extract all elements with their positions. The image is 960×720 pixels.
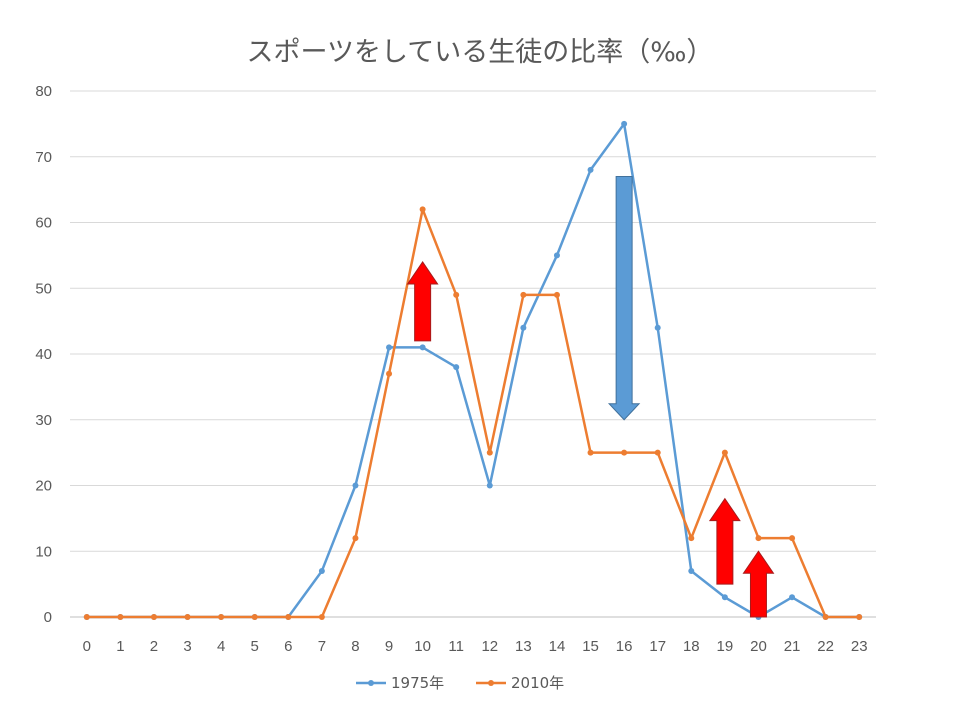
series-2 (83, 206, 863, 620)
data-point (789, 594, 796, 601)
data-point (688, 535, 695, 542)
legend-marker (368, 680, 374, 686)
x-tick-label: 8 (351, 638, 359, 655)
data-point (83, 614, 90, 620)
data-point (621, 120, 628, 127)
x-tick-label: 23 (851, 638, 868, 655)
y-tick-label: 40 (35, 346, 52, 363)
data-point (520, 291, 527, 298)
data-point (285, 614, 292, 620)
data-point (386, 344, 393, 351)
data-point (721, 449, 728, 456)
legend-marker (488, 680, 494, 686)
data-point (486, 482, 493, 489)
data-point (553, 252, 560, 259)
data-point (251, 614, 258, 620)
y-tick-label: 50 (35, 280, 52, 297)
data-point (654, 324, 661, 331)
x-tick-label: 14 (549, 638, 566, 655)
data-point (553, 291, 560, 298)
data-point (520, 324, 527, 331)
annotation-arrows (406, 175, 775, 618)
y-axis-ticks: 0 10 20 30 40 50 60 70 80 (35, 83, 52, 626)
data-point (654, 449, 661, 456)
x-tick-label: 10 (414, 638, 431, 655)
data-point (587, 449, 594, 456)
data-point (721, 594, 728, 601)
y-tick-label: 60 (35, 215, 52, 232)
up-arrow-icon (742, 550, 775, 618)
up-arrow-icon (406, 261, 439, 342)
legend-item: 2010年 (476, 674, 564, 692)
data-point (486, 449, 493, 456)
x-tick-label: 3 (183, 638, 191, 655)
data-point (386, 370, 393, 377)
x-tick-label: 11 (448, 638, 464, 655)
x-tick-label: 16 (616, 638, 633, 655)
x-tick-label: 22 (817, 638, 834, 655)
y-tick-label: 70 (35, 149, 52, 166)
chart-title: スポーツをしている生徒の比率（‰） (246, 37, 714, 68)
y-tick-label: 0 (44, 609, 52, 626)
y-tick-label: 80 (35, 83, 52, 100)
x-tick-label: 0 (83, 638, 91, 655)
legend: 1975年 2010年 (356, 674, 564, 692)
series-line (86, 208, 860, 619)
x-axis-ticks: 0 1 2 3 4 5 6 7 8 9 10 11 12 13 14 15 16 17 18 19 20 21 22 23 (83, 638, 868, 655)
data-point (587, 166, 594, 173)
data-point (688, 567, 695, 574)
data-point (453, 291, 460, 298)
data-point (419, 344, 426, 351)
data-point (822, 614, 829, 620)
legend-item: 1975年 (356, 674, 444, 692)
x-tick-label: 9 (385, 638, 393, 655)
x-tick-label: 12 (481, 638, 498, 655)
x-tick-label: 18 (683, 638, 700, 655)
legend-label: 2010年 (511, 674, 564, 692)
series-lines (83, 120, 863, 620)
x-tick-label: 4 (217, 638, 225, 655)
x-tick-label: 15 (582, 638, 599, 655)
data-point (755, 535, 762, 542)
data-point (856, 614, 863, 620)
x-tick-label: 6 (284, 638, 292, 655)
data-point (419, 206, 426, 213)
data-point (117, 614, 124, 620)
x-tick-label: 13 (515, 638, 532, 655)
down-arrow-icon (607, 175, 641, 421)
data-point (789, 535, 796, 542)
x-tick-label: 7 (318, 638, 326, 655)
x-tick-label: 21 (784, 638, 801, 655)
up-arrow-icon (708, 497, 741, 585)
y-tick-label: 30 (35, 412, 52, 429)
legend-label: 1975年 (391, 674, 444, 692)
x-tick-label: 20 (750, 638, 767, 655)
y-tick-label: 10 (35, 543, 52, 560)
data-point (184, 614, 191, 620)
data-point (318, 614, 325, 620)
data-point (453, 364, 460, 371)
x-tick-label: 1 (116, 638, 124, 655)
data-point (150, 614, 157, 620)
y-tick-label: 20 (35, 478, 52, 495)
data-point (352, 535, 359, 542)
x-tick-label: 19 (717, 638, 734, 655)
data-point (318, 567, 325, 574)
data-point (352, 482, 359, 489)
x-tick-label: 17 (649, 638, 666, 655)
gridlines (70, 90, 876, 618)
x-tick-label: 2 (150, 638, 158, 655)
data-point (621, 449, 628, 456)
data-point (218, 614, 225, 620)
x-tick-label: 5 (251, 638, 259, 655)
